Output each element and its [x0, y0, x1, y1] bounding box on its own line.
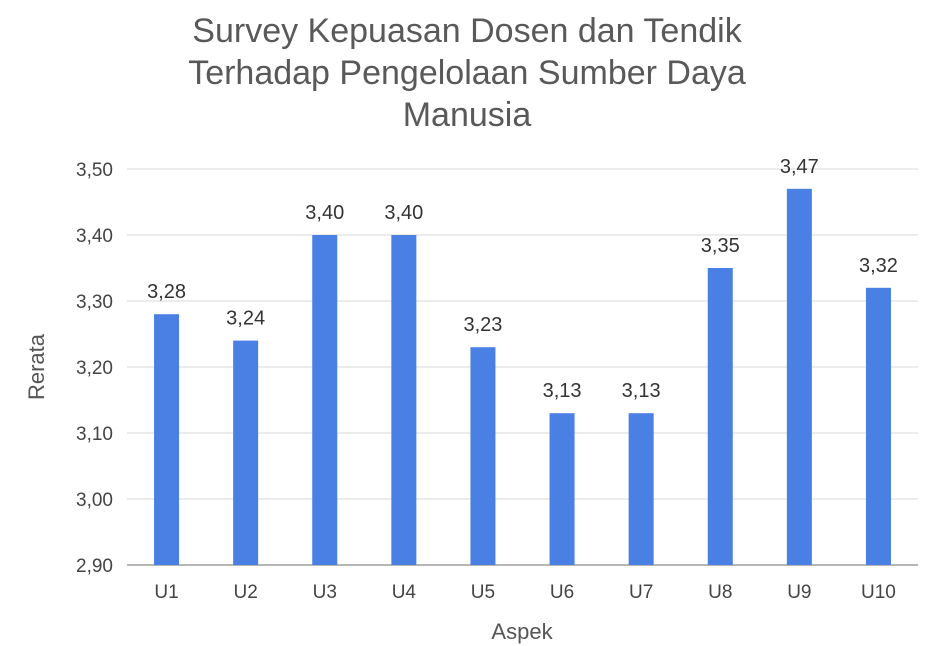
x-tick-label: U9	[787, 582, 811, 603]
bar	[707, 268, 733, 565]
chart-title-line-2: Terhadap Pengelolaan Sumber Daya	[188, 54, 746, 92]
x-tick-label: U7	[629, 582, 653, 603]
data-label: 3,24	[226, 308, 265, 330]
y-tick-label: 3,00	[76, 490, 113, 511]
y-tick-label: 3,50	[76, 160, 113, 181]
y-tick-label: 2,90	[76, 556, 113, 577]
x-tick-label: U8	[708, 582, 732, 603]
data-labels: 3,28 3,24 3,40 3,40 3,23 3,13 3,13 3,35 3,47 3,32	[147, 156, 898, 402]
y-axis-title: Rerata	[24, 333, 49, 400]
y-tick-label: 3,30	[76, 292, 113, 313]
bar	[233, 340, 259, 565]
x-tick-label: U3	[313, 582, 337, 603]
data-label: 3,23	[463, 314, 502, 336]
data-label: 3,13	[543, 380, 582, 402]
bar	[786, 188, 812, 566]
bars	[154, 188, 891, 566]
bar	[470, 347, 496, 565]
data-label: 3,40	[384, 202, 423, 224]
data-label: 3,35	[701, 235, 740, 257]
x-tick-label: U4	[392, 582, 417, 603]
chart-title: Survey Kepuasan Dosen dan Tendik Terhada…	[0, 10, 934, 136]
bar	[628, 413, 654, 565]
data-label: 3,47	[780, 156, 819, 178]
chart-title-line-3: Manusia	[402, 96, 532, 134]
x-axis-ticks: U1 U2 U3 U4 U5 U6 U7 U8 U9 U10	[154, 582, 895, 603]
bar	[391, 235, 417, 565]
y-axis-ticks: 2,90 3,00 3,10 3,20 3,30 3,40 3,50	[76, 160, 113, 577]
data-label: 3,13	[622, 380, 661, 402]
data-label: 3,28	[147, 281, 186, 303]
data-label: 3,32	[859, 255, 898, 277]
y-tick-label: 3,40	[76, 226, 113, 247]
data-label: 3,40	[305, 202, 344, 224]
x-tick-label: U2	[234, 582, 258, 603]
bar	[549, 413, 575, 565]
y-tick-label: 3,20	[76, 358, 113, 379]
x-tick-label: U10	[861, 582, 896, 603]
bar	[312, 235, 338, 565]
bar	[865, 287, 891, 565]
chart-title-line-1: Survey Kepuasan Dosen dan Tendik	[192, 12, 742, 50]
x-tick-label: U5	[471, 582, 495, 603]
x-axis-title: Aspek	[491, 619, 553, 644]
x-tick-label: U1	[154, 582, 178, 603]
gridlines	[127, 168, 918, 566]
x-tick-label: U6	[550, 582, 574, 603]
y-tick-label: 3,10	[76, 424, 113, 445]
bar	[154, 314, 180, 565]
